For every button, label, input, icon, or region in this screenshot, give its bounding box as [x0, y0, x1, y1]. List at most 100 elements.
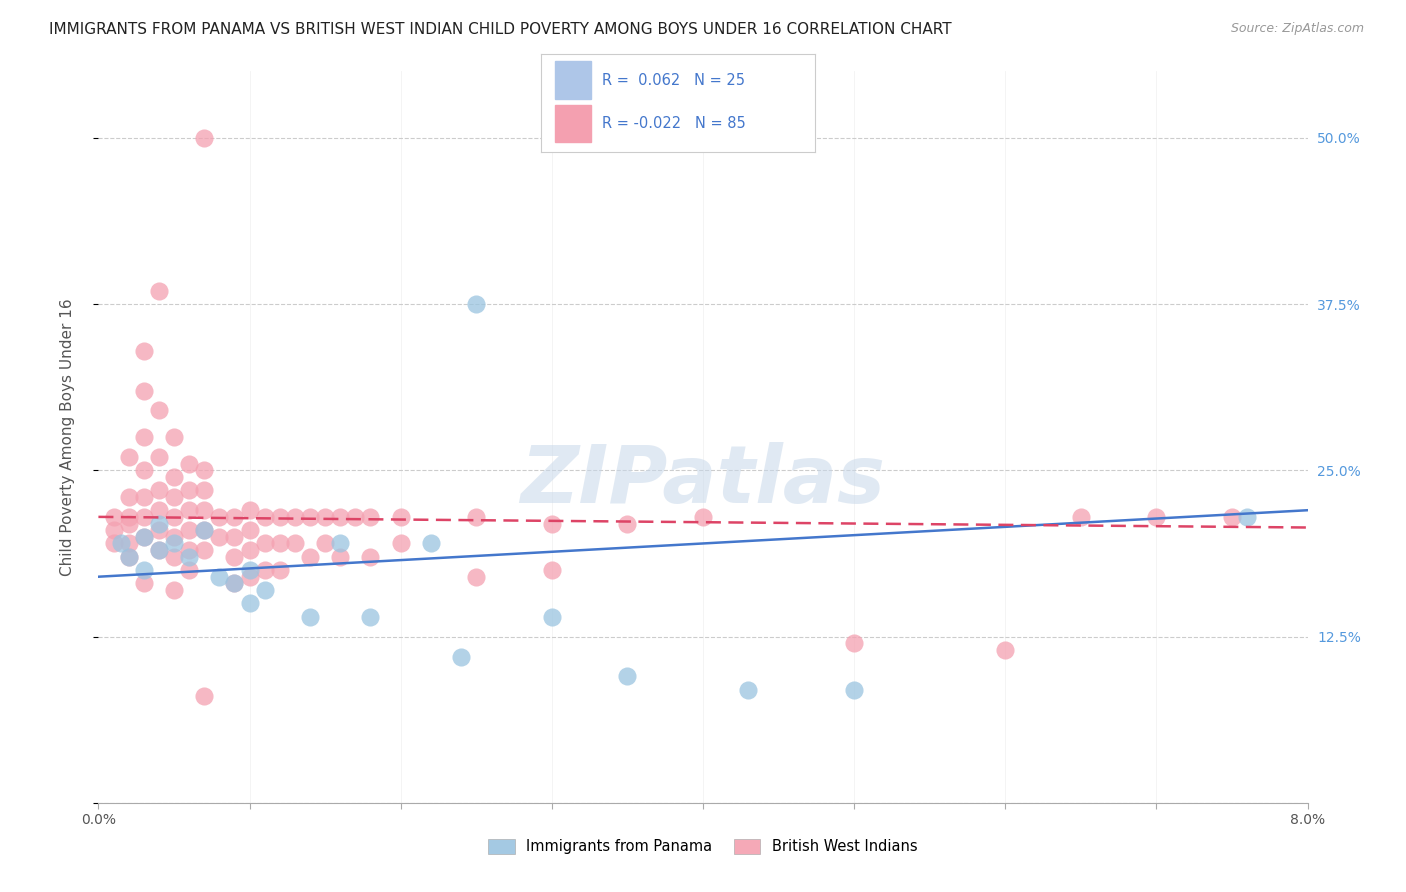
Point	[148, 403, 170, 417]
Point	[179, 503, 201, 517]
Point	[844, 682, 866, 697]
Point	[540, 516, 562, 531]
Point	[110, 536, 132, 550]
Point	[148, 543, 170, 558]
Point	[299, 509, 322, 524]
Point	[193, 483, 215, 498]
Point	[299, 609, 322, 624]
Legend: Immigrants from Panama, British West Indians: Immigrants from Panama, British West Ind…	[481, 831, 925, 862]
Point	[179, 523, 201, 537]
Point	[284, 509, 307, 524]
Point	[253, 563, 276, 577]
Point	[239, 563, 262, 577]
Point	[163, 430, 186, 444]
Point	[118, 450, 141, 464]
Point	[224, 576, 246, 591]
Point	[193, 503, 215, 517]
Point	[224, 530, 246, 544]
Point	[737, 682, 759, 697]
Point	[224, 509, 246, 524]
Point	[118, 549, 141, 564]
Point	[616, 669, 638, 683]
Point	[420, 536, 443, 550]
Point	[269, 509, 291, 524]
Text: ZIPatlas: ZIPatlas	[520, 442, 886, 520]
Point	[103, 509, 125, 524]
Point	[269, 536, 291, 550]
Point	[1236, 509, 1258, 524]
Bar	[555, 104, 591, 142]
Text: IMMIGRANTS FROM PANAMA VS BRITISH WEST INDIAN CHILD POVERTY AMONG BOYS UNDER 16 : IMMIGRANTS FROM PANAMA VS BRITISH WEST I…	[49, 22, 952, 37]
Bar	[555, 62, 591, 99]
Point	[540, 609, 562, 624]
Point	[360, 509, 382, 524]
Point	[148, 503, 170, 517]
Point	[118, 549, 141, 564]
Point	[163, 582, 186, 597]
Point	[1070, 509, 1092, 524]
Point	[465, 570, 488, 584]
Point	[329, 536, 352, 550]
Point	[193, 523, 215, 537]
Point	[329, 509, 352, 524]
Point	[239, 503, 262, 517]
Point	[132, 463, 155, 477]
Point	[118, 516, 141, 531]
Text: R = -0.022   N = 85: R = -0.022 N = 85	[602, 116, 745, 131]
Point	[148, 284, 170, 298]
Point	[179, 543, 201, 558]
Point	[224, 576, 246, 591]
Point	[253, 582, 276, 597]
Point	[692, 509, 714, 524]
Point	[224, 549, 246, 564]
Point	[284, 536, 307, 550]
Point	[239, 596, 262, 610]
Point	[994, 643, 1017, 657]
Point	[465, 509, 488, 524]
Point	[103, 536, 125, 550]
Point	[299, 549, 322, 564]
Point	[179, 483, 201, 498]
Text: R =  0.062   N = 25: R = 0.062 N = 25	[602, 72, 745, 87]
Point	[118, 536, 141, 550]
Text: Source: ZipAtlas.com: Source: ZipAtlas.com	[1230, 22, 1364, 36]
Point	[844, 636, 866, 650]
Point	[344, 509, 367, 524]
Point	[208, 530, 231, 544]
Y-axis label: Child Poverty Among Boys Under 16: Child Poverty Among Boys Under 16	[60, 298, 75, 576]
Point	[253, 536, 276, 550]
Point	[193, 131, 215, 145]
Point	[193, 523, 215, 537]
Point	[132, 530, 155, 544]
Point	[103, 523, 125, 537]
Point	[193, 543, 215, 558]
Point	[208, 570, 231, 584]
Point	[132, 576, 155, 591]
Point	[314, 536, 336, 550]
Point	[389, 509, 412, 524]
Point	[118, 509, 141, 524]
Point	[163, 490, 186, 504]
Point	[163, 536, 186, 550]
Point	[148, 543, 170, 558]
Point	[1220, 509, 1243, 524]
Point	[329, 549, 352, 564]
Point	[360, 549, 382, 564]
Point	[132, 384, 155, 398]
Point	[132, 490, 155, 504]
Point	[132, 563, 155, 577]
Point	[208, 509, 231, 524]
Point	[239, 523, 262, 537]
Point	[1146, 509, 1168, 524]
Point	[193, 463, 215, 477]
Point	[179, 563, 201, 577]
Point	[450, 649, 472, 664]
Point	[132, 509, 155, 524]
Point	[465, 297, 488, 311]
Point	[179, 457, 201, 471]
Point	[163, 530, 186, 544]
Point	[118, 490, 141, 504]
Point	[148, 483, 170, 498]
Point	[148, 450, 170, 464]
Point	[148, 523, 170, 537]
